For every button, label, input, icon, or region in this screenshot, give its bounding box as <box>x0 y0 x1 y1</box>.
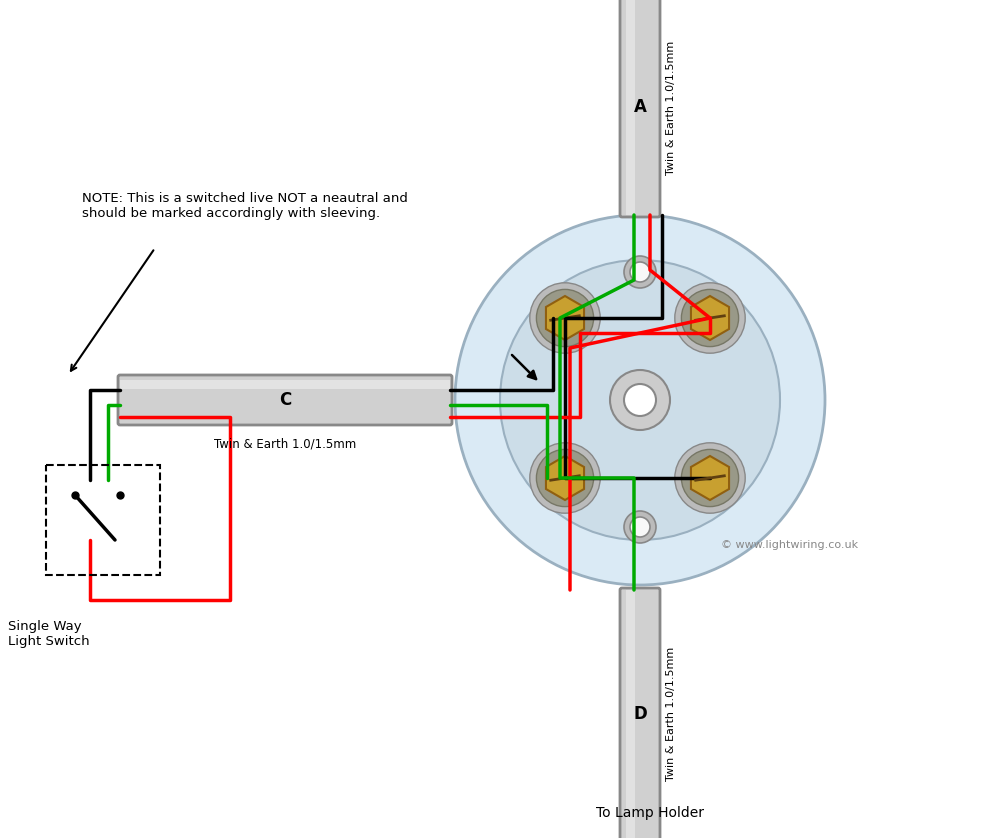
FancyBboxPatch shape <box>620 0 660 217</box>
Circle shape <box>536 289 594 347</box>
Polygon shape <box>691 456 729 500</box>
Circle shape <box>500 260 780 540</box>
Circle shape <box>681 449 739 507</box>
Bar <box>626 590 635 838</box>
Circle shape <box>455 215 825 585</box>
Text: Twin & Earth 1.0/1.5mm: Twin & Earth 1.0/1.5mm <box>214 437 356 450</box>
FancyBboxPatch shape <box>620 588 660 838</box>
Circle shape <box>675 282 745 353</box>
Bar <box>120 380 450 389</box>
Circle shape <box>530 442 600 513</box>
Text: © www.lightwiring.co.uk: © www.lightwiring.co.uk <box>721 540 859 550</box>
Bar <box>120 380 450 426</box>
Text: C: C <box>279 391 291 409</box>
Circle shape <box>675 442 745 513</box>
Bar <box>46 465 160 575</box>
Text: A: A <box>634 99 646 116</box>
Polygon shape <box>546 296 584 340</box>
Circle shape <box>624 256 656 288</box>
Bar <box>625 0 661 215</box>
Bar <box>625 590 661 838</box>
FancyBboxPatch shape <box>118 375 452 425</box>
Circle shape <box>630 262 650 282</box>
Text: D: D <box>633 705 647 723</box>
Polygon shape <box>546 456 584 500</box>
Circle shape <box>624 384 656 416</box>
Text: NOTE: This is a switched live NOT a neautral and
should be marked accordingly wi: NOTE: This is a switched live NOT a neau… <box>82 192 408 220</box>
Text: Twin & Earth 1.0/1.5mm: Twin & Earth 1.0/1.5mm <box>666 40 676 174</box>
Text: To Lamp Holder: To Lamp Holder <box>596 806 704 820</box>
Polygon shape <box>691 296 729 340</box>
Circle shape <box>681 289 739 347</box>
Text: Single Way
Light Switch: Single Way Light Switch <box>8 620 90 648</box>
Circle shape <box>530 282 600 353</box>
Circle shape <box>610 370 670 430</box>
Circle shape <box>536 449 594 507</box>
Circle shape <box>624 511 656 543</box>
Bar <box>626 0 635 215</box>
Circle shape <box>630 517 650 537</box>
Text: Twin & Earth 1.0/1.5mm: Twin & Earth 1.0/1.5mm <box>666 647 676 781</box>
